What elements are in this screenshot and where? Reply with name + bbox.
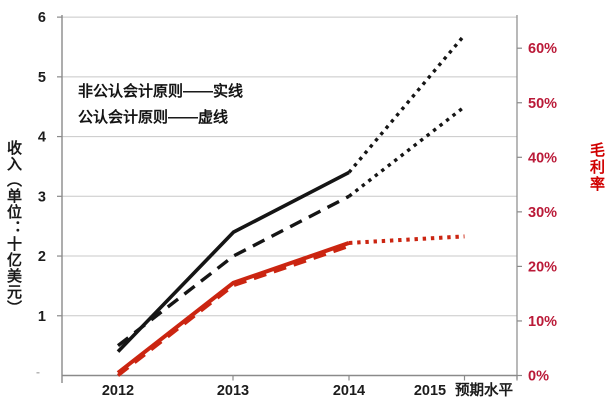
right-axis-tick-label: 20%: [528, 259, 557, 275]
series-gaap-revenue: [116, 194, 350, 347]
y-axis-tick-label: 2: [38, 249, 46, 265]
y-axis-tick-label: 3: [38, 189, 46, 205]
right-axis-tick-label: 60%: [528, 41, 557, 57]
series-non-gaap-revenue-projection: [347, 33, 466, 174]
legend-item-gaap: 公认会计原则——虚线: [78, 109, 229, 126]
series-non-gaap-margin-projection: [348, 234, 465, 245]
series-gaap-margin: [116, 244, 350, 377]
x-axis-label: 2012: [102, 383, 134, 399]
right-axis-tick-label: 0%: [528, 369, 549, 385]
left-axis-title: 收入（单位：十亿美元）: [5, 140, 22, 316]
right-axis-title: 毛利率: [588, 142, 605, 193]
y-axis-tick-label: 4: [38, 130, 46, 146]
x-axis-label: 2013: [217, 383, 249, 399]
x-axis-label: 预期水平: [455, 381, 513, 399]
right-axis-tick-label: 10%: [528, 314, 557, 330]
series-non-gaap-revenue: [116, 170, 350, 353]
y-axis-tick-label: 6: [38, 10, 46, 26]
x-axis-label: 2014: [333, 383, 365, 399]
y-axis-tick-label: 5: [38, 70, 46, 86]
legend: 非公认会计原则——实线 公认会计原则——虚线: [78, 82, 243, 134]
right-axis-tick-label: 30%: [528, 205, 557, 221]
x-axis-label: 2015: [414, 383, 446, 399]
y-axis-zero-mark: -: [36, 365, 40, 379]
y-axis-tick-label: 1: [38, 309, 46, 325]
right-axis-tick-label: 50%: [528, 96, 557, 112]
series-non-gaap-margin: [116, 241, 350, 375]
legend-item-non-gaap: 非公认会计原则——实线: [78, 83, 244, 100]
right-axis-tick-label: 40%: [528, 150, 557, 166]
